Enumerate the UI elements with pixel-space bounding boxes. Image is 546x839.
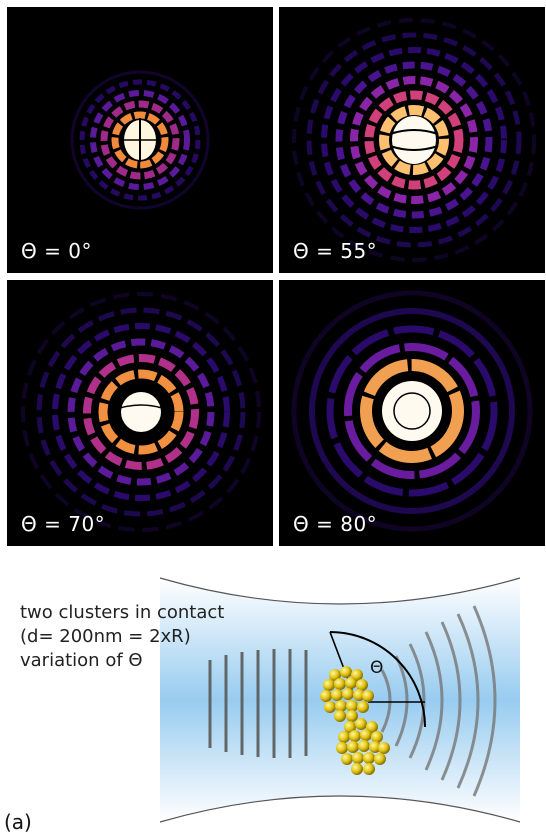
angle-symbol: Θ	[370, 658, 384, 678]
caption-line-1: two clusters in contact	[20, 602, 225, 623]
experiment-schematic: two clusters in contact (d= 200nm = 2xR)…	[0, 560, 546, 839]
diffraction-pattern-55deg	[292, 18, 536, 262]
cluster-lower	[336, 718, 390, 775]
diffraction-panel-55deg: Θ = 55°	[279, 7, 545, 273]
diffraction-pattern-0deg	[70, 70, 210, 210]
diffraction-panel-0deg: Θ = 0°	[7, 7, 273, 273]
diffraction-pattern-70deg	[21, 292, 261, 532]
angle-label-80deg: Θ = 80°	[293, 512, 378, 536]
caption-line-3: variation of Θ	[20, 650, 143, 671]
caption-line-2: (d= 200nm = 2xR)	[20, 626, 191, 647]
diffraction-pattern-80deg	[291, 290, 533, 532]
diffraction-panel-70deg: Θ = 70°	[7, 280, 273, 546]
cluster-upper	[320, 666, 374, 722]
figure-label: (a)	[4, 810, 32, 834]
diffraction-panel-80deg: Θ = 80°	[279, 280, 545, 546]
angle-label-70deg: Θ = 70°	[21, 512, 106, 536]
angle-label-0deg: Θ = 0°	[21, 239, 92, 263]
angle-label-55deg: Θ = 55°	[293, 239, 378, 263]
beam-illustration	[159, 577, 521, 823]
